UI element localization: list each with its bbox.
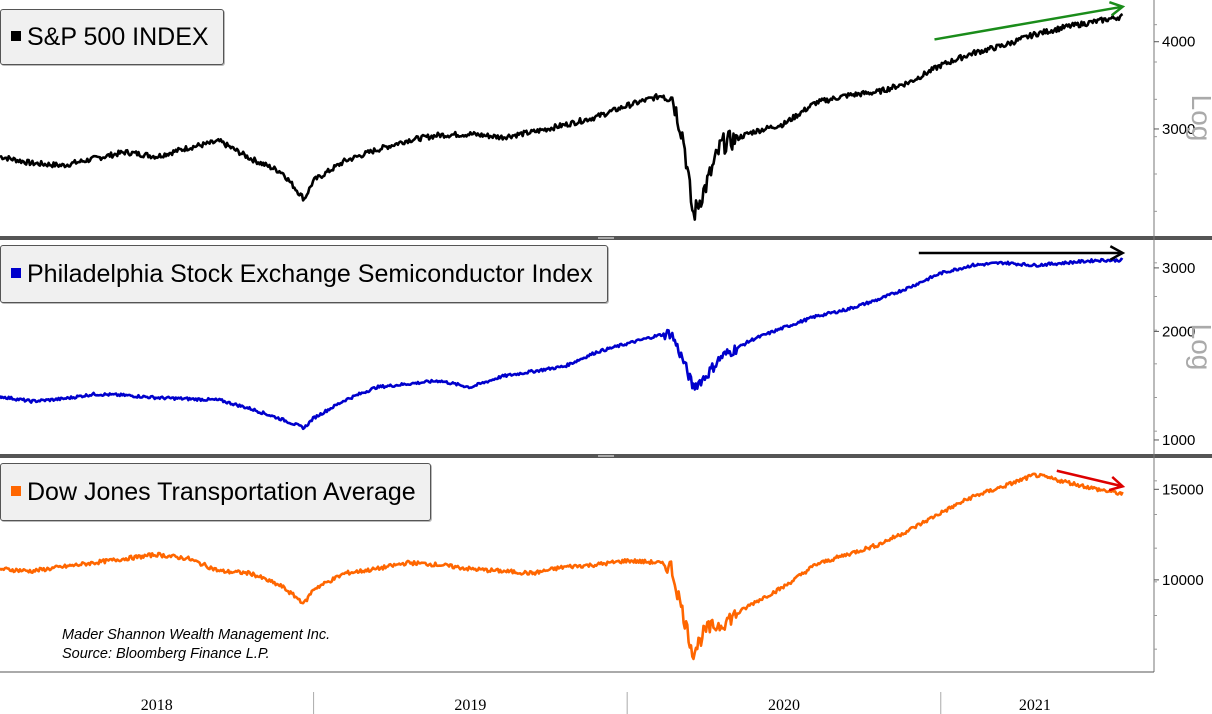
legend-sox: Philadelphia Stock Exchange Semiconducto…: [0, 245, 608, 303]
legend-swatch-black: [11, 31, 21, 42]
trend-arrow-head: [1109, 245, 1126, 261]
y-tick-label: 10000: [1162, 572, 1204, 589]
y-tick-label: 2000: [1162, 323, 1195, 340]
y-tick-label: 15000: [1162, 481, 1204, 498]
legend-sp500: S&P 500 INDEX: [0, 9, 224, 65]
legend-swatch-blue: [11, 268, 21, 279]
scale-label: Log: [1186, 95, 1212, 142]
trend-arrow-line: [934, 5, 1123, 41]
x-tick-label: 2019: [454, 697, 486, 714]
scale-label: Log: [1186, 324, 1212, 371]
x-tick-label: 2021: [1019, 697, 1051, 714]
legend-swatch-orange: [11, 486, 21, 497]
x-tick-label: 2020: [768, 697, 800, 714]
y-tick-label: 4000: [1162, 34, 1195, 51]
y-tick-label: 3000: [1162, 121, 1195, 138]
separator-grip: [598, 455, 614, 457]
series-line: [0, 257, 1124, 431]
credits-source: Source: Bloomberg Finance L.P.: [62, 646, 270, 662]
trend-arrow-head: [1108, 0, 1126, 17]
separator-grip: [598, 237, 614, 239]
legend-label: S&P 500 INDEX: [27, 23, 209, 51]
legend-label: Dow Jones Transportation Average: [27, 478, 416, 506]
y-tick-label: 3000: [1162, 260, 1195, 277]
legend-djt: Dow Jones Transportation Average: [0, 463, 431, 521]
credits: Mader Shannon Wealth Management Inc. Sou…: [62, 626, 330, 664]
x-tick-label: 2018: [141, 697, 173, 714]
credits-firm: Mader Shannon Wealth Management Inc.: [62, 627, 331, 643]
y-tick-label: 1000: [1162, 432, 1195, 449]
trend-arrow-head: [1108, 476, 1126, 492]
legend-label: Philadelphia Stock Exchange Semiconducto…: [27, 260, 593, 288]
series-line: [0, 472, 1124, 661]
series-line: [0, 12, 1124, 221]
trend-arrow-line: [1056, 469, 1123, 488]
